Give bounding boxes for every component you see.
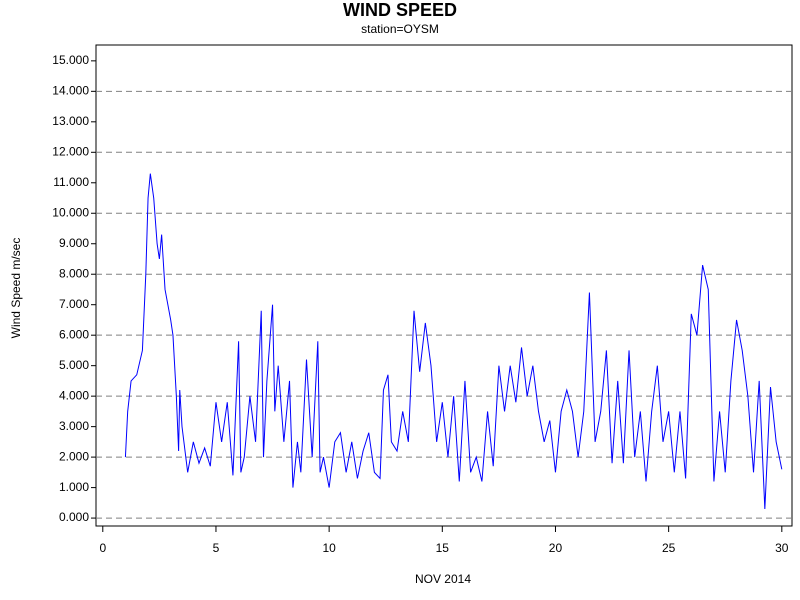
y-tick-label: 8.000 — [59, 266, 89, 280]
y-tick-label: 3.000 — [59, 419, 89, 433]
x-tick-label: 10 — [322, 541, 336, 555]
y-tick-label: 13.000 — [52, 114, 89, 128]
y-tick-label: 9.000 — [59, 236, 89, 250]
x-tick-label: 20 — [549, 541, 563, 555]
chart-title: WIND SPEED — [343, 0, 457, 20]
y-tick-label: 2.000 — [59, 449, 89, 463]
y-tick-label: 12.000 — [52, 144, 89, 158]
chart-subtitle: station=OYSM — [361, 22, 439, 36]
x-tick-label: 30 — [775, 541, 789, 555]
x-tick-label: 5 — [213, 541, 220, 555]
y-tick-label: 6.000 — [59, 327, 89, 341]
x-tick-label: 0 — [99, 541, 106, 555]
plot-frame — [95, 44, 793, 527]
y-axis-label: Wind Speed m/sec — [9, 238, 23, 339]
y-tick-label: 15.000 — [52, 53, 89, 67]
y-tick-label: 11.000 — [53, 175, 89, 189]
data-line — [124, 173, 783, 509]
x-tick-label: 25 — [662, 541, 676, 555]
y-tick-label: 7.000 — [59, 297, 89, 311]
y-tick-label: 14.000 — [52, 84, 89, 98]
x-tick-label: 15 — [436, 541, 450, 555]
y-tick-label: 1.000 — [59, 480, 89, 494]
y-tick-label: 4.000 — [59, 388, 89, 402]
y-tick-label: 5.000 — [59, 358, 89, 372]
y-tick-label: 0.000 — [59, 510, 89, 524]
x-axis-label: NOV 2014 — [415, 572, 471, 586]
y-tick-label: 10.000 — [52, 205, 89, 219]
